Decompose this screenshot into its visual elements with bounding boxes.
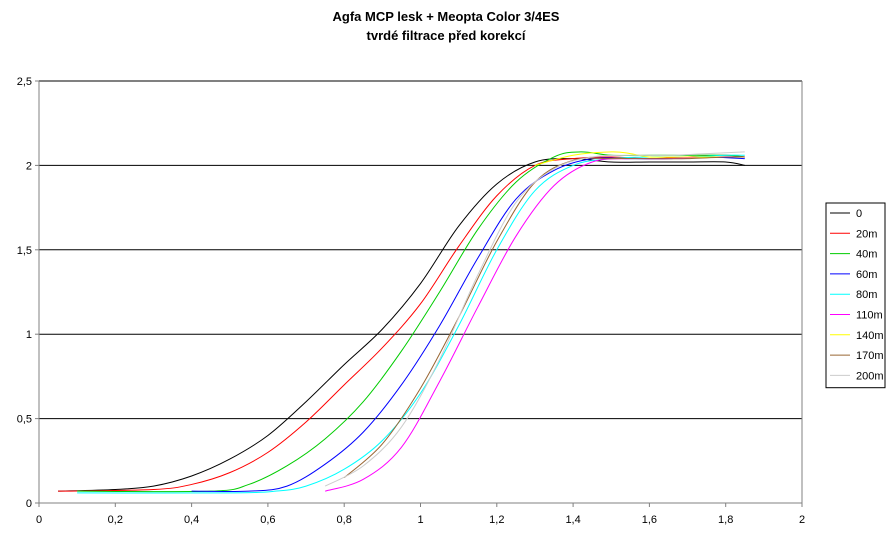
- x-tick-label: 2: [799, 514, 805, 526]
- chart-title: Agfa MCP lesk + Meopta Color 3/4ES: [332, 9, 560, 24]
- x-tick-label: 1,4: [565, 514, 580, 526]
- x-tick-label: 0: [36, 514, 42, 526]
- legend: 0 20m 40m 60m 80m 110m 140m 170m 200m: [825, 202, 886, 389]
- y-tick-label: 1,5: [17, 245, 32, 257]
- x-tick-label: 0,6: [260, 514, 275, 526]
- x-tick-label: 1: [417, 514, 423, 526]
- series-lines: [58, 151, 745, 494]
- series-line-0: [58, 158, 745, 492]
- series-line-200m: [324, 151, 745, 487]
- x-tick-label: 0,4: [184, 514, 199, 526]
- legend-label-40m: 40m: [856, 249, 877, 261]
- x-tick-label: 1,6: [642, 514, 657, 526]
- series-line-110m: [324, 156, 745, 492]
- legend-label-0: 0: [856, 208, 862, 220]
- legend-label-140m: 140m: [856, 330, 884, 342]
- x-tick-label: 0,2: [108, 514, 123, 526]
- axes: 0 0,5 1 1,5 2 2,5 0 0,2 0,4 0,6 0,8 1 1,2 1,4 1,6 1,8 2: [17, 76, 805, 526]
- y-tick-label: 1: [26, 329, 32, 341]
- series-line-80m: [77, 154, 745, 494]
- y-tick-label: 2,5: [17, 76, 32, 88]
- legend-label-20m: 20m: [856, 228, 877, 240]
- series-line-40m: [77, 151, 745, 493]
- series-line-20m: [58, 154, 745, 492]
- legend-label-60m: 60m: [856, 269, 877, 281]
- legend-label-170m: 170m: [856, 350, 884, 362]
- gridlines: [39, 80, 802, 420]
- x-tick-label: 0,8: [337, 514, 352, 526]
- chart-subtitle: tvrdé filtrace před korekcí: [366, 28, 526, 43]
- x-tick-label: 1,2: [489, 514, 504, 526]
- y-tick-label: 2: [26, 160, 32, 172]
- legend-label-110m: 110m: [856, 310, 883, 322]
- series-line-60m: [191, 156, 745, 493]
- y-tick-label: 0,5: [17, 414, 32, 426]
- legend-label-200m: 200m: [856, 370, 884, 382]
- y-tick-label: 0: [26, 498, 32, 510]
- legend-label-80m: 80m: [856, 289, 877, 301]
- series-line-170m: [343, 156, 745, 479]
- x-tick-label: 1,8: [718, 514, 733, 526]
